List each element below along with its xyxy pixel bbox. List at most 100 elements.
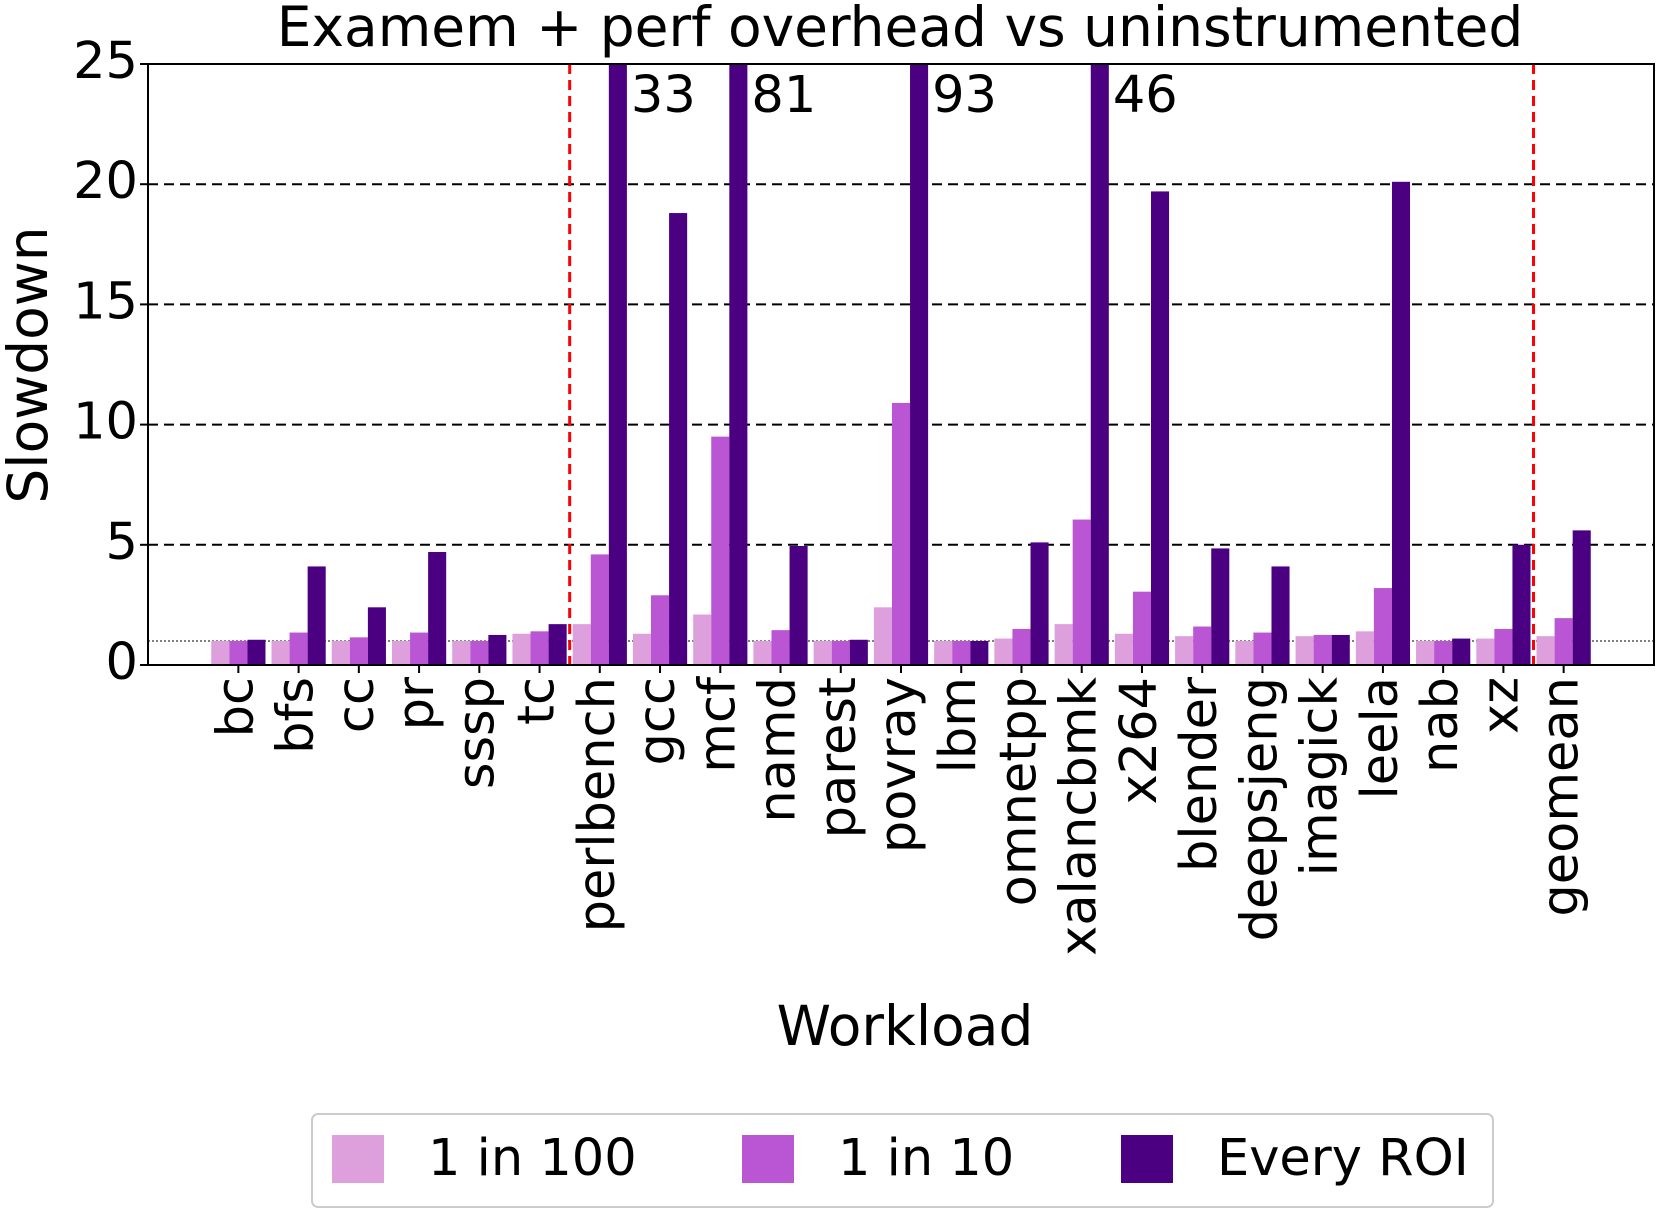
x-tick-label: cc (327, 677, 386, 733)
bar (753, 640, 772, 665)
bar (771, 630, 790, 665)
legend-label: Every ROI (1217, 1129, 1469, 1188)
bar (229, 640, 248, 665)
overflow-label: 33 (631, 66, 696, 125)
bar (271, 640, 290, 665)
x-tick-label: deepsjeng (1230, 677, 1289, 941)
bar (428, 552, 447, 665)
bar (1235, 640, 1254, 665)
bar (1175, 636, 1194, 665)
bar (1072, 519, 1091, 665)
x-tick-label: nab (1411, 677, 1470, 773)
x-tick-label: bfs (267, 677, 326, 754)
bar (1295, 636, 1314, 665)
plot-frame (147, 63, 1655, 666)
y-tick-label: 15 (73, 272, 138, 331)
bar (994, 638, 1013, 665)
x-tick-label: parest (809, 677, 868, 838)
bar (693, 614, 712, 665)
bar (608, 64, 627, 665)
bar (488, 634, 507, 665)
bar (1476, 638, 1495, 665)
x-tick-label: geomean (1532, 677, 1591, 917)
legend-swatch (332, 1135, 384, 1183)
bar (1572, 530, 1591, 665)
bar (1434, 640, 1453, 665)
bar (849, 639, 868, 665)
bar (1554, 618, 1573, 665)
bar (211, 640, 230, 665)
x-tick-label: imagick (1291, 677, 1350, 877)
overflow-label: 81 (751, 66, 816, 125)
x-tick-label: namd (749, 677, 808, 823)
bar (1536, 636, 1555, 665)
bar (1211, 548, 1230, 665)
bar (548, 624, 567, 665)
y-tick-label: 0 (106, 633, 138, 692)
bar (1355, 631, 1374, 665)
x-tick-label: lbm (929, 677, 988, 773)
bar (1313, 634, 1332, 665)
bar (1012, 628, 1031, 665)
bar (331, 640, 350, 665)
bar (1373, 588, 1392, 665)
x-tick-label: perlbench (568, 677, 627, 932)
bar (512, 633, 531, 665)
bar (1416, 640, 1435, 665)
bar (669, 213, 688, 665)
bar (289, 632, 308, 665)
bar (1452, 638, 1471, 665)
bar (934, 640, 953, 665)
bar (1132, 591, 1151, 665)
bar (1193, 626, 1212, 665)
bar (590, 554, 609, 665)
x-tick-label: bc (206, 677, 265, 737)
bar (813, 640, 832, 665)
x-tick-label: leela (1351, 677, 1410, 799)
x-axis-label: Workload (777, 994, 1034, 1058)
bar (1150, 191, 1170, 665)
legend-swatch (1121, 1135, 1173, 1183)
plot-area (211, 64, 1591, 665)
bar (307, 566, 326, 665)
bar (1253, 632, 1272, 665)
x-tick-label: blender (1170, 677, 1229, 872)
x-tick-label: xalancbmk (1050, 677, 1109, 956)
chart-title: Examem + perf overhead vs uninstrumented (277, 0, 1524, 59)
x-tick-label: omnetpp (989, 677, 1048, 906)
bar (1494, 628, 1513, 665)
bar (452, 640, 471, 665)
bar (1512, 544, 1531, 665)
bar (349, 637, 368, 665)
legend-label: 1 in 100 (428, 1129, 637, 1188)
y-tick-label: 20 (73, 152, 138, 211)
bar (711, 436, 730, 665)
bar (470, 640, 489, 665)
overflow-label: 46 (1113, 66, 1178, 125)
bar (891, 402, 911, 665)
y-tick-label: 25 (73, 32, 138, 91)
bar (789, 546, 808, 665)
x-tick-label: mcf (688, 676, 747, 773)
bar (831, 640, 850, 665)
x-tick-label: pr (387, 677, 446, 730)
bar (1030, 542, 1049, 665)
bar (970, 640, 989, 665)
bar (247, 639, 266, 665)
bar (410, 632, 429, 665)
bar (651, 595, 670, 665)
y-tick-label: 5 (106, 513, 138, 572)
bar (910, 64, 929, 665)
bar (530, 631, 549, 665)
x-tick-label: x264 (1110, 677, 1169, 805)
bar (1391, 181, 1411, 665)
y-axis-label: Slowdown (0, 226, 60, 503)
legend-swatch (742, 1135, 794, 1183)
bar (367, 607, 386, 665)
bar (391, 640, 411, 665)
x-tick-label: tc (508, 677, 567, 725)
bar (572, 624, 591, 665)
bar (729, 64, 748, 665)
overflow-label: 93 (932, 66, 997, 125)
bar (1114, 633, 1133, 665)
